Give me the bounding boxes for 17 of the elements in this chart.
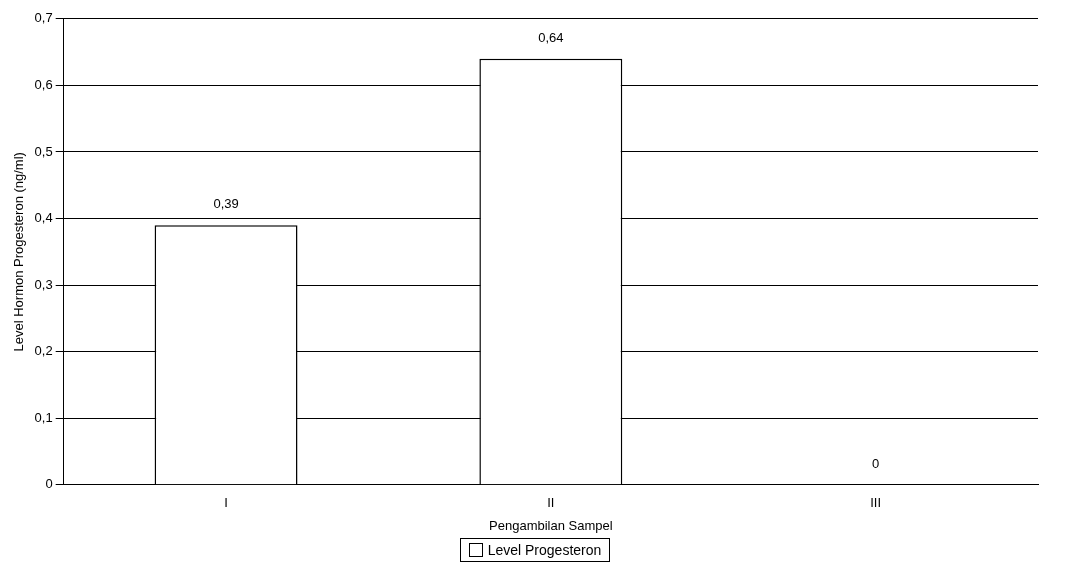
y-tick-label: 0,5	[34, 143, 53, 159]
y-tick-label: 0,4	[34, 210, 53, 226]
y-tick-label: 0,1	[34, 409, 53, 425]
y-axis-title: Level Hormon Progesteron (ng/ml)	[11, 152, 27, 352]
data-label: 0	[871, 455, 880, 471]
y-tick-label: 0,7	[34, 10, 53, 26]
data-label: 0,64	[538, 29, 564, 45]
data-label: 0,39	[213, 196, 239, 212]
x-tick-label: I	[224, 495, 228, 511]
y-tick-label: 0,3	[34, 276, 53, 292]
x-axis-title: Pengambilan Sampel	[489, 517, 613, 533]
y-tick-label: 0,2	[34, 343, 53, 359]
x-tick-label: II	[547, 495, 555, 511]
x-tick-label: III	[870, 495, 882, 511]
y-tick-label: 0	[45, 476, 53, 492]
text: Level Progesteron	[487, 542, 602, 558]
y-tick-label: 0,6	[34, 76, 53, 92]
